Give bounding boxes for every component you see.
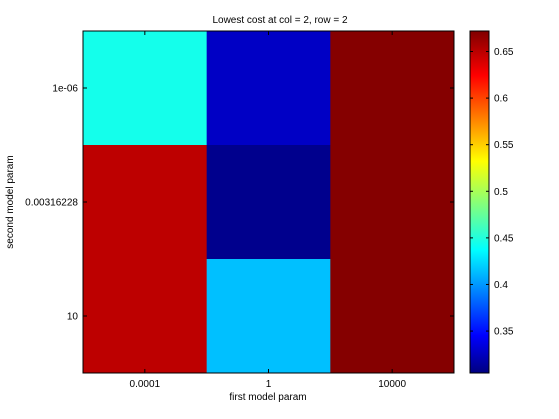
heatmap-cells: [83, 31, 455, 374]
heatmap-cell: [83, 31, 208, 146]
x-tick-label: 0.0001: [130, 379, 161, 390]
x-axis-ticks: 0.0001 1 10000: [130, 31, 407, 390]
heatmap-cell: [330, 259, 455, 374]
y-axis-ticks: 1e-06 0.00316228 10: [25, 84, 454, 323]
colorbar-tick-label: 0.35: [494, 327, 514, 338]
colorbar-tick-label: 0.5: [494, 187, 508, 198]
heatmap-cell: [83, 145, 208, 260]
colorbar-tick-label: 0.6: [494, 94, 508, 105]
heatmap-cell: [330, 31, 455, 146]
x-tick-label: 10000: [378, 379, 406, 390]
y-tick-label: 0.00316228: [25, 198, 78, 209]
y-axis-label: second model param: [5, 155, 16, 248]
colorbar-ticks: 0.35 0.4 0.45 0.5 0.55 0.6 0.65: [470, 47, 514, 338]
colorbar-tick-label: 0.55: [494, 140, 514, 151]
colorbar-tick-label: 0.65: [494, 47, 514, 58]
colorbar: [469, 30, 490, 374]
colorbar-tick-label: 0.4: [494, 280, 508, 291]
heatmap-cell: [83, 259, 208, 374]
colorbar-tick-label: 0.45: [494, 233, 514, 244]
x-axis-label: first model param: [229, 392, 306, 403]
x-tick-label: 1: [266, 379, 272, 390]
heatmap-cell: [330, 145, 455, 260]
heatmap-cell: [206, 145, 331, 260]
y-tick-label: 10: [67, 312, 79, 323]
heatmap-cell: [206, 31, 331, 146]
chart-title: Lowest cost at col = 2, row = 2: [212, 15, 348, 26]
heatmap-cell: [206, 259, 331, 374]
y-tick-label: 1e-06: [52, 84, 78, 95]
